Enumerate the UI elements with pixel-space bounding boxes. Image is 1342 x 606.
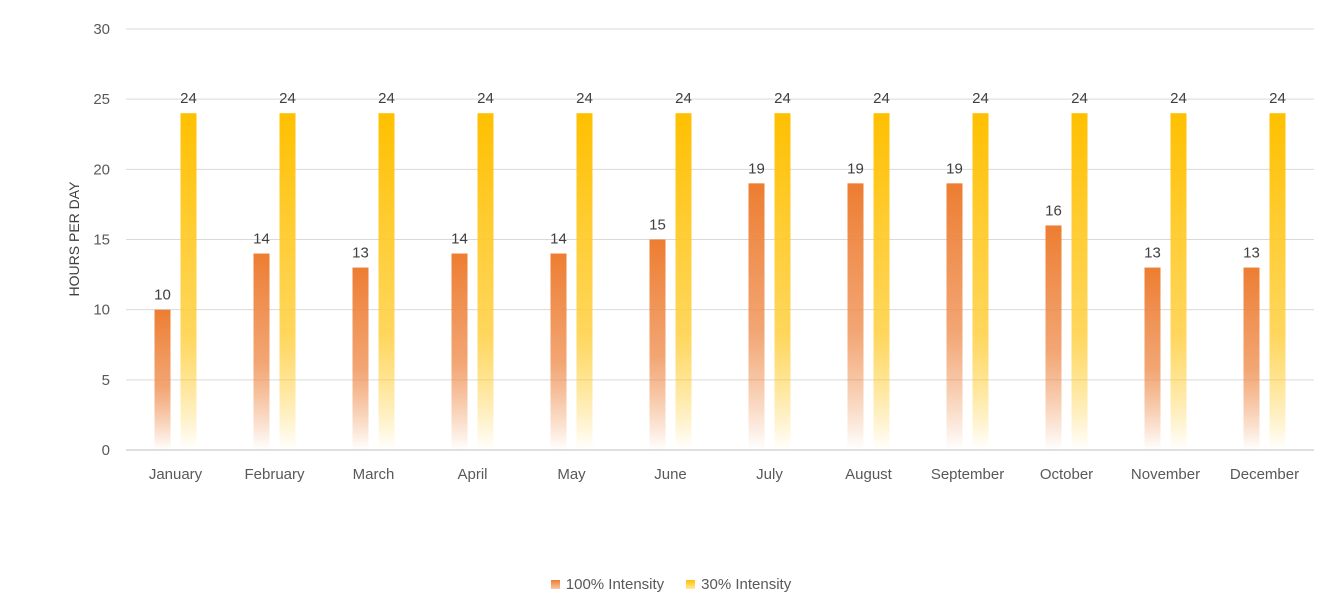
y-axis-title: HOURS PER DAY [66, 181, 82, 297]
legend: 100% Intensity 30% Intensity [0, 576, 1342, 593]
data-label: 24 [1071, 90, 1088, 107]
legend-swatch-100 [550, 580, 560, 589]
data-label: 15 [649, 217, 666, 234]
data-label: 19 [946, 160, 963, 177]
bar-100-intensity [1243, 267, 1260, 450]
x-axis-ticks: January February March April May June July Augu… [149, 466, 1299, 483]
bar-30-intensity [1269, 113, 1286, 450]
bar-100-intensity [352, 267, 369, 450]
y-tick-label: 25 [93, 91, 110, 108]
bar-30-intensity [576, 113, 593, 450]
bar-100-intensity [946, 183, 963, 450]
data-label: 24 [774, 90, 791, 107]
data-label: 24 [1170, 90, 1187, 107]
y-tick-label: 20 [93, 161, 110, 178]
bar-30-intensity [873, 113, 890, 450]
y-tick-label: 5 [102, 372, 110, 389]
bar-30-intensity [477, 113, 494, 450]
y-tick-label: 30 [93, 21, 110, 38]
data-label: 14 [451, 231, 468, 248]
legend-item-30: 30% Intensity [686, 576, 791, 593]
bar-30-intensity [774, 113, 791, 450]
x-tick-label: September [931, 466, 1004, 483]
data-label: 13 [352, 245, 369, 262]
x-tick-label: November [1131, 466, 1200, 483]
data-label: 24 [972, 90, 989, 107]
bar-30-intensity [279, 113, 296, 450]
data-label: 24 [1269, 90, 1286, 107]
y-tick-label: 0 [102, 442, 110, 459]
x-tick-label: February [244, 466, 305, 483]
x-tick-label: December [1230, 466, 1299, 483]
x-tick-label: July [756, 466, 783, 483]
data-label: 13 [1144, 245, 1161, 262]
bar-30-intensity [675, 113, 692, 450]
bar-100-intensity [748, 183, 765, 450]
data-label: 24 [477, 90, 494, 107]
bar-100-intensity [550, 253, 567, 450]
bar-30-intensity [1071, 113, 1088, 450]
bar-30-intensity [1170, 113, 1187, 450]
data-label: 14 [253, 231, 270, 248]
legend-label-30: 30% Intensity [701, 576, 792, 593]
bar-30-intensity [972, 113, 989, 450]
x-tick-label: January [149, 466, 203, 483]
bar-100-intensity [1045, 225, 1062, 450]
bar-100-intensity [451, 253, 468, 450]
gridlines [126, 28, 1314, 451]
data-label: 16 [1045, 202, 1062, 219]
y-tick-label: 15 [93, 232, 110, 249]
legend-swatch-30 [686, 580, 696, 589]
data-label: 19 [847, 160, 864, 177]
bar-30-intensity [378, 113, 395, 450]
bars [154, 113, 1286, 450]
data-labels: 10 24 14 24 13 24 14 24 14 24 15 24 19 24 19 24 19 24 16 24… [154, 90, 1286, 303]
data-label: 13 [1243, 245, 1260, 262]
x-tick-label: June [654, 466, 687, 483]
bar-100-intensity [154, 309, 171, 450]
legend-label-100: 100% Intensity [565, 576, 665, 593]
bar-100-intensity [649, 239, 666, 450]
x-tick-label: October [1040, 466, 1093, 483]
x-tick-label: April [457, 466, 487, 483]
y-tick-label: 10 [93, 302, 110, 319]
data-label: 24 [576, 90, 593, 107]
y-axis-ticks: 0 5 10 15 20 25 30 [93, 21, 110, 459]
x-tick-label: August [845, 466, 893, 483]
bar-30-intensity [180, 113, 197, 450]
bar-100-intensity [847, 183, 864, 450]
data-label: 24 [378, 90, 395, 107]
data-label: 10 [154, 287, 171, 304]
bar-100-intensity [1144, 267, 1161, 450]
x-tick-label: March [353, 466, 395, 483]
data-label: 24 [180, 90, 197, 107]
data-label: 19 [748, 160, 765, 177]
bar-100-intensity [253, 253, 270, 450]
x-tick-label: May [557, 466, 586, 483]
data-label: 14 [550, 231, 567, 248]
legend-item-100: 100% Intensity [550, 576, 665, 593]
data-label: 24 [279, 90, 296, 107]
data-label: 24 [675, 90, 692, 107]
data-label: 24 [873, 90, 890, 107]
